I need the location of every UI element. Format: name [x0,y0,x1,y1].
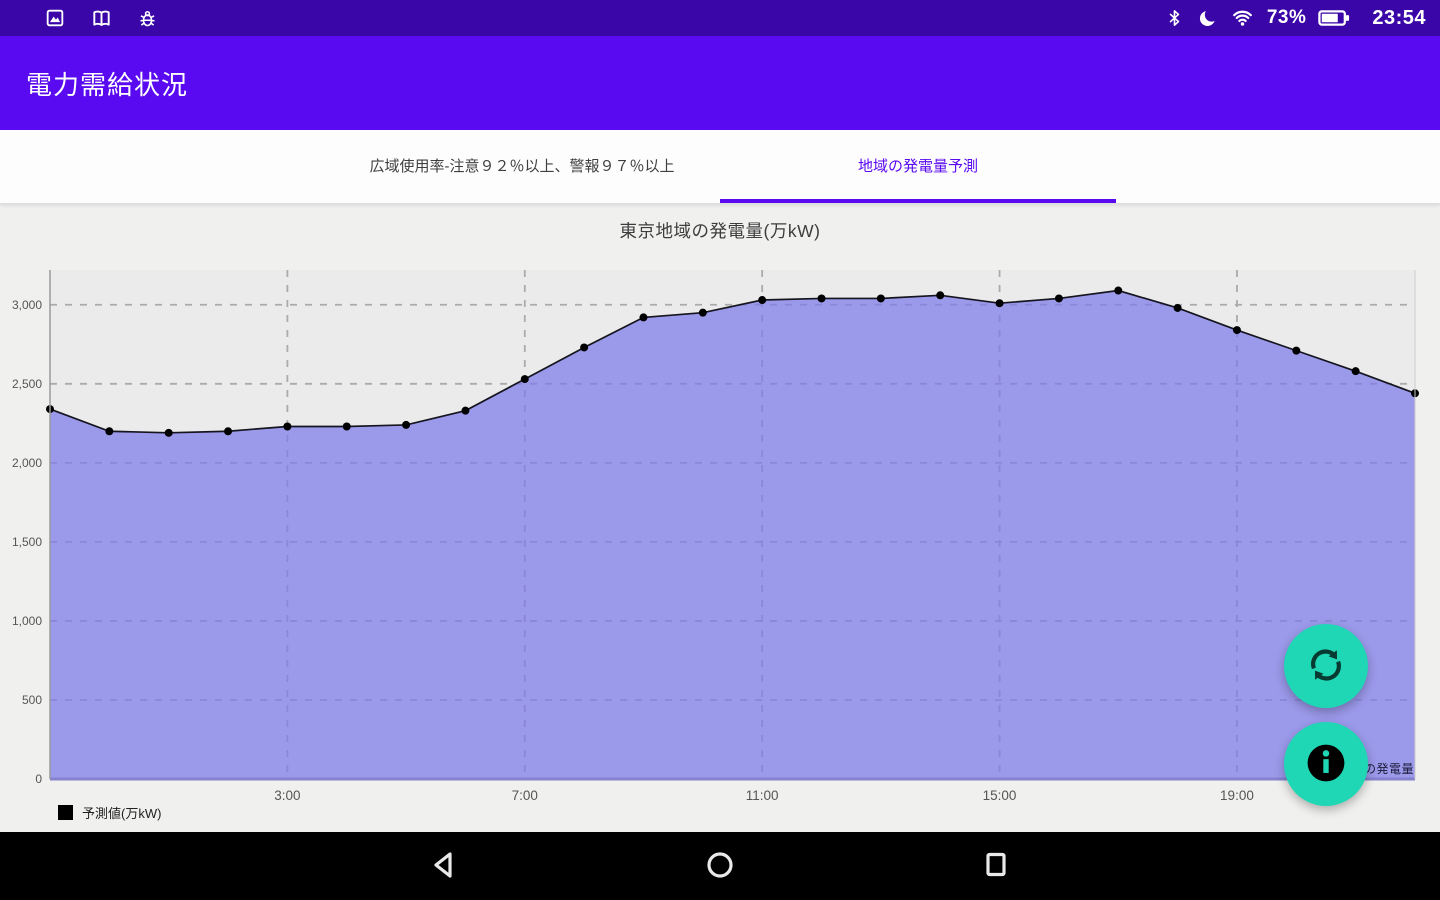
y-axis-tick-label: 500 [22,693,42,707]
book-icon [90,7,113,30]
back-button[interactable] [408,838,480,894]
status-bar-notification-icons [44,7,158,30]
y-axis-tick-label: 3,000 [12,298,42,312]
status-bar: 73% 23:54 [0,0,1440,36]
x-axis-tick-label: 15:00 [983,788,1017,803]
data-points [46,286,1419,437]
chart-watermark: の発電量 [1363,762,1414,776]
legend-swatch [58,805,73,820]
home-icon [702,847,738,886]
y-axis-tick-label: 1,500 [12,535,42,549]
night-mode-icon [1196,7,1218,29]
refresh-button[interactable] [1284,624,1368,708]
android-navigation-bar [0,832,1440,900]
x-axis-tick-label: 7:00 [512,788,538,803]
battery-icon [1318,8,1350,28]
back-icon [426,847,462,886]
refresh-icon [1305,644,1347,689]
x-axis-tick-label: 11:00 [746,788,779,803]
recents-button[interactable] [960,838,1032,894]
y-axis-tick-label: 0 [35,772,42,786]
info-button[interactable] [1284,722,1368,806]
app-bar: 電力需給状況 [0,36,1440,130]
legend-label: 予測値(万kW) [82,806,162,821]
tab-bar: 広域使用率-注意９２％以上、警報９７％以上 地域の発電量予測 [0,130,1440,204]
x-axis-tick-label: 3:00 [274,788,300,803]
area-fill [50,290,1415,779]
y-axis-tick-label: 1,000 [12,614,42,628]
y-axis-tick-label: 2,000 [12,456,42,470]
x-axis-tick-label: 19:00 [1220,788,1254,803]
clock-label: 23:54 [1372,6,1426,29]
info-icon [1303,740,1349,789]
bluetooth-icon [1165,7,1184,29]
generation-area-chart: 0 500 1,000 1,500 2,000 2,500 3,000 3:00 7:00 11:… [12,270,1419,803]
wifi-icon [1230,7,1255,29]
battery-percent-label: 73% [1266,7,1307,28]
tab-generation-forecast[interactable]: 地域の発電量予測 [720,130,1116,203]
page-title: 電力需給状況 [26,69,189,100]
chart-title: 東京地域の発電量(万kW) [619,221,821,241]
recents-icon [978,847,1014,886]
home-button[interactable] [684,838,756,894]
status-bar-system-icons: 73% 23:54 [1165,7,1426,30]
image-icon [44,7,66,29]
chart-panel: 東京地域の発電量(万kW) 0 500 1,000 1,500 2,000 2,500 3,… [0,204,1440,832]
bug-icon [137,8,158,29]
chart-legend: 予測値(万kW) [58,803,161,822]
series-line [49,289,1416,434]
tab-usage-rate[interactable]: 広域使用率-注意９２％以上、警報９７％以上 [324,130,720,203]
y-axis-tick-label: 2,500 [12,377,42,391]
tab-usage-rate-label: 広域使用率-注意９２％以上、警報９７％以上 [369,157,675,175]
tab-generation-forecast-label: 地域の発電量予測 [857,157,978,175]
